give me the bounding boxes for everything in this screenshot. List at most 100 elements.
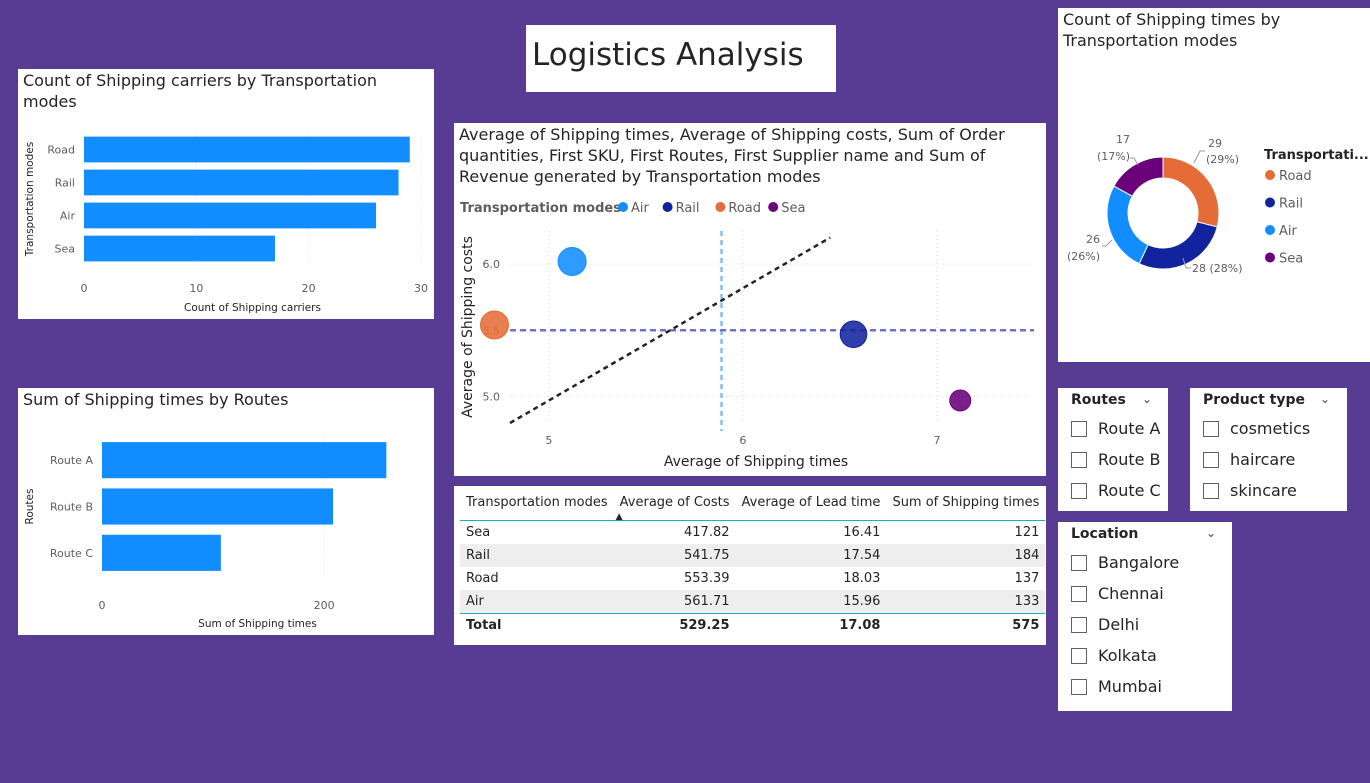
- checkbox[interactable]: [1203, 452, 1219, 468]
- legend-marker: [1265, 170, 1275, 180]
- legend-item: Rail: [676, 201, 700, 216]
- slicer-option-chennai[interactable]: Chennai: [1071, 584, 1164, 603]
- table-cell: 17.08: [736, 614, 887, 638]
- bar: [84, 236, 275, 262]
- table-cell: 529.25: [614, 614, 736, 638]
- slicer-option-kolkata[interactable]: Kolkata: [1071, 646, 1157, 665]
- checkbox[interactable]: [1071, 483, 1087, 499]
- chevron-down-icon[interactable]: ⌄: [1206, 526, 1216, 540]
- routes-slicer: Routes ⌄ Route A Route B Route C: [1058, 388, 1168, 511]
- bar: [102, 442, 386, 478]
- carriers-bar-chart: 0 10 20 30 Road Rail Air Sea Count of Shipping c…: [18, 69, 434, 319]
- slicer-option-cosmetics[interactable]: cosmetics: [1203, 419, 1310, 438]
- table-cell: Sea: [460, 521, 614, 545]
- summary-table-card[interactable]: Transportation modes Average of Costs ▲ A…: [454, 486, 1046, 645]
- scatter-point-road: [480, 311, 508, 339]
- location-slicer: Location ⌄ Bangalore Chennai Delhi Kolka…: [1058, 522, 1232, 711]
- summary-table: Transportation modes Average of Costs ▲ A…: [460, 492, 1045, 637]
- x-tick-label: 0: [81, 282, 88, 295]
- slicer-option-haircare[interactable]: haircare: [1203, 450, 1295, 469]
- y-tick-label: Rail: [55, 177, 75, 190]
- table-cell: 137: [886, 567, 1045, 590]
- table-cell: 553.39: [614, 567, 736, 590]
- checkbox[interactable]: [1071, 586, 1087, 602]
- data-label-air: (26%): [1067, 250, 1100, 263]
- slicer-option-route-b[interactable]: Route B: [1071, 450, 1161, 469]
- checkbox[interactable]: [1071, 617, 1087, 633]
- x-axis-label: Count of Shipping carriers: [184, 302, 321, 314]
- column-header-mode[interactable]: Transportation modes: [460, 492, 614, 521]
- column-header-lead-time[interactable]: Average of Lead time: [736, 492, 887, 521]
- sort-arrow-icon: ▲: [616, 512, 623, 522]
- x-tick-label: 200: [314, 599, 335, 612]
- checkbox[interactable]: [1071, 555, 1087, 571]
- legend-marker: [1265, 198, 1275, 208]
- chevron-down-icon[interactable]: ⌄: [1142, 392, 1152, 406]
- legend-marker: [1265, 253, 1275, 263]
- table-cell: 417.82: [614, 521, 736, 545]
- slicer-option-skincare[interactable]: skincare: [1203, 481, 1297, 500]
- table-cell: 184: [886, 544, 1045, 567]
- column-header-shipping-times[interactable]: Sum of Shipping times: [886, 492, 1045, 521]
- table-cell: 15.96: [736, 590, 887, 614]
- table-cell: Road: [460, 567, 614, 590]
- legend-marker: [768, 202, 778, 212]
- donut-slice-road: [1163, 157, 1219, 227]
- checkbox[interactable]: [1071, 421, 1087, 437]
- table-total-row: Total 529.25 17.08 575: [460, 614, 1045, 638]
- table-cell: 121: [886, 521, 1045, 545]
- legend-item: Sea: [781, 201, 805, 216]
- legend-item: Road: [1279, 169, 1312, 184]
- checkbox[interactable]: [1071, 648, 1087, 664]
- x-axis-label: Average of Shipping times: [664, 454, 848, 470]
- checkbox[interactable]: [1203, 483, 1219, 499]
- donut-legend-title: Transportati...: [1264, 148, 1369, 163]
- data-label-air: 26: [1086, 233, 1100, 246]
- carriers-bar-chart-card[interactable]: Count of Shipping carriers by Transporta…: [18, 69, 434, 319]
- table-cell: 561.71: [614, 590, 736, 614]
- chevron-down-icon[interactable]: ⌄: [1320, 392, 1330, 406]
- legend-title: Transportation modes: [460, 201, 621, 216]
- bar: [84, 137, 410, 163]
- table-cell: 16.41: [736, 521, 887, 545]
- x-tick-label: 7: [933, 434, 940, 447]
- table-cell: 133: [886, 590, 1045, 614]
- slicer-option-mumbai[interactable]: Mumbai: [1071, 677, 1162, 696]
- slicer-option-route-c[interactable]: Route C: [1071, 481, 1161, 500]
- scatter-point-sea: [950, 390, 971, 411]
- table-row: Air 561.71 15.96 133: [460, 590, 1045, 614]
- legend-item: Air: [631, 201, 650, 216]
- y-tick-label: 6.0: [483, 258, 501, 271]
- slicer-option-delhi[interactable]: Delhi: [1071, 615, 1139, 634]
- donut-slice-air: [1107, 186, 1148, 264]
- checkbox[interactable]: [1071, 679, 1087, 695]
- scatter-chart: Transportation modesAirRailRoadSea5.05.5…: [454, 123, 1046, 476]
- y-tick-label: Route B: [50, 501, 93, 514]
- page-title-box: Logistics Analysis: [526, 25, 836, 92]
- x-tick-label: 10: [189, 282, 203, 295]
- routes-slicer-title: Routes: [1071, 392, 1126, 408]
- y-tick-label: Air: [60, 210, 76, 223]
- legend-item: Road: [728, 201, 761, 216]
- x-axis-label: Sum of Shipping times: [198, 618, 317, 630]
- x-tick-label: 5: [545, 434, 552, 447]
- bar: [102, 488, 333, 524]
- y-tick-label: Road: [47, 144, 75, 157]
- y-axis-label: Transportation modes: [24, 142, 36, 257]
- slicer-option-bangalore[interactable]: Bangalore: [1071, 553, 1179, 572]
- scatter-chart-card[interactable]: Average of Shipping times, Average of Sh…: [454, 123, 1046, 476]
- slicer-option-route-a[interactable]: Route A: [1071, 419, 1160, 438]
- checkbox[interactable]: [1071, 452, 1087, 468]
- donut-chart-card[interactable]: Count of Shipping times by Transportatio…: [1058, 8, 1370, 362]
- table-cell: Total: [460, 614, 614, 638]
- table-row: Road 553.39 18.03 137: [460, 567, 1045, 590]
- data-label-sea: (17%): [1097, 150, 1130, 163]
- legend-marker: [715, 202, 725, 212]
- bar: [102, 535, 221, 571]
- legend-item: Air: [1279, 224, 1298, 239]
- product-type-slicer-title: Product type: [1203, 392, 1305, 408]
- column-header-costs[interactable]: Average of Costs ▲: [614, 492, 736, 521]
- routes-bar-chart-card[interactable]: Sum of Shipping times by Routes 0 200 Rout…: [18, 388, 434, 635]
- checkbox[interactable]: [1203, 421, 1219, 437]
- bar: [84, 170, 399, 196]
